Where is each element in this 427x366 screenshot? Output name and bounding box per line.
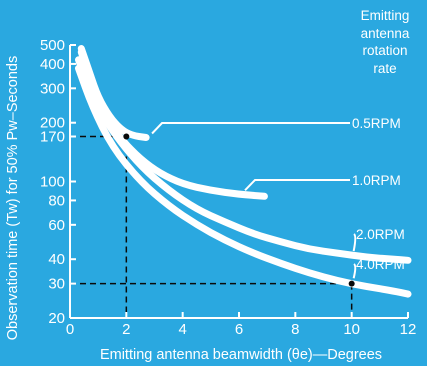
series-leader-line [244, 179, 350, 191]
y-tick-label: 400 [40, 56, 65, 73]
x-axis-label: Emitting antenna beamwidth (θe)—Degrees [100, 347, 382, 363]
y-tick-label: 60 [48, 217, 65, 234]
x-tick-label: 8 [291, 321, 299, 338]
legend-title-line: antenna [361, 26, 410, 41]
legend-title: Emitting antenna rotation rate [361, 8, 410, 76]
y-tick-label: 200 [40, 115, 65, 132]
annotation-points [123, 133, 355, 287]
y-tick-label: 80 [48, 192, 65, 209]
y-tick-label: 500 [40, 37, 65, 54]
series-leader-line [151, 122, 350, 135]
legend-title-line: rotation [362, 43, 407, 58]
series-leader-line [352, 263, 357, 279]
curve-leaders [151, 122, 357, 279]
y-tick-label: 20 [48, 310, 65, 327]
y-axis-label: Observation time (Tw) for 50% Pw–Seconds [5, 56, 21, 340]
series-labels: 0.5RPM 1.0RPM 2.0RPM 4.0RPM [352, 116, 405, 272]
series-leader-line [352, 233, 357, 252]
annotation-point [348, 280, 355, 287]
series-curve [75, 56, 412, 264]
y-tick-label: 30 [48, 276, 65, 293]
x-tick-label: 10 [343, 321, 360, 338]
legend-title-line: Emitting [361, 8, 410, 23]
y-tick-label: 100 [40, 174, 65, 191]
y-tick-label: 300 [40, 80, 65, 97]
series-label: 0.5RPM [352, 116, 401, 131]
legend-title-line: rate [373, 61, 396, 76]
series-label: 4.0RPM [356, 257, 405, 272]
series-label: 2.0RPM [356, 227, 405, 242]
x-tick-label: 6 [235, 321, 243, 338]
x-tick-label: 0 [66, 321, 74, 338]
y-tick-label: 40 [48, 251, 65, 268]
x-tick-label: 4 [178, 321, 186, 338]
x-tick-label: 2 [122, 321, 130, 338]
y-tick-label: 170 [40, 128, 65, 145]
x-tick-label: 12 [400, 321, 417, 338]
reference-lines [70, 135, 353, 318]
series-label: 1.0RPM [352, 173, 401, 188]
annotation-point [123, 133, 130, 140]
